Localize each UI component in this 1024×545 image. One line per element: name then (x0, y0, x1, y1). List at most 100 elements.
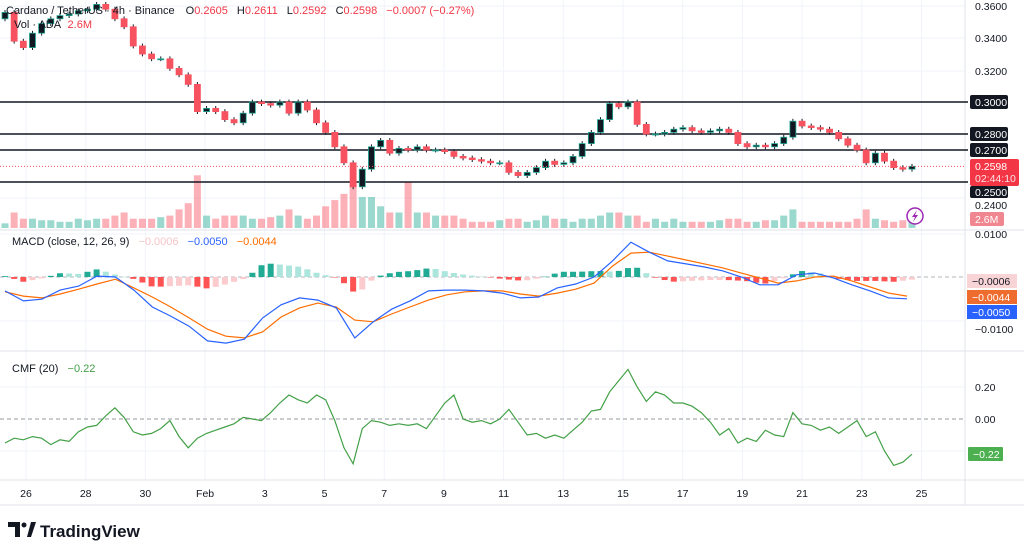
macd-axis[interactable]: 0.0100 −0.0100 −0.0006 −0.0044 −0.0050 (967, 229, 1017, 336)
volume-bar (835, 221, 843, 228)
candle (248, 99, 256, 116)
candle (313, 107, 320, 126)
level-label: 0.3000 (975, 97, 1007, 109)
candle-body (349, 162, 357, 188)
candle (432, 147, 439, 153)
macd-histogram-bar (542, 276, 549, 278)
time-tick: 9 (441, 488, 447, 500)
macd-legend[interactable]: MACD (close, 12, 26, 9) −0.0006 −0.0050 … (12, 236, 277, 248)
candle-body (807, 125, 815, 129)
symbol-title[interactable]: Cardano / TetherUS · 4h · Binance (6, 5, 175, 17)
macd-signal-line (4, 251, 908, 339)
volume-value: 2.6M (68, 19, 92, 31)
candle-body (368, 146, 375, 170)
volume-bar (83, 220, 91, 228)
candle-body (505, 162, 513, 173)
macd-histogram-bar (66, 273, 73, 277)
grid (0, 0, 965, 480)
candle-body (120, 18, 128, 28)
candle-body (688, 127, 696, 132)
candle (908, 163, 916, 172)
candle-body (899, 167, 907, 170)
candle (789, 118, 797, 140)
candle-body (780, 136, 788, 144)
volume-bar (267, 217, 275, 228)
cmf-legend[interactable]: CMF (20) −0.22 (12, 363, 95, 375)
volume-bar (1, 223, 9, 228)
volume-bar (523, 221, 531, 228)
candle (47, 16, 55, 26)
volume-bar (661, 221, 669, 228)
volume-bar (853, 218, 861, 228)
volume-bar (10, 212, 18, 228)
macd-histogram-bar (56, 273, 63, 277)
candle (816, 125, 824, 132)
macd-tick: −0.0100 (975, 324, 1013, 336)
candle-body (157, 58, 165, 61)
candle-body (129, 26, 137, 47)
volume-bar (340, 193, 348, 228)
volume-bar (38, 220, 46, 228)
horizontal-levels[interactable] (0, 101, 968, 183)
candle-body (38, 23, 46, 34)
volume-bar (716, 220, 724, 228)
candle-body (670, 128, 678, 133)
candle (65, 11, 73, 18)
tradingview-logo[interactable]: TradingView (8, 522, 141, 541)
volume-bar (597, 215, 605, 228)
macd-histogram-bar (102, 271, 109, 277)
lightning-icon[interactable] (906, 207, 924, 225)
candle-body (871, 152, 879, 164)
cmf-axis[interactable]: 0.20 0.00 −0.22 (968, 382, 1003, 461)
candle-body (10, 11, 18, 42)
candle-body (725, 128, 733, 133)
volume-bars (1, 175, 916, 228)
volume-bar (203, 215, 211, 228)
price-tick: 0.3200 (975, 66, 1007, 78)
candle (267, 101, 275, 108)
candle (19, 38, 27, 50)
volume-bar (871, 218, 879, 228)
volume-bar (569, 221, 577, 228)
candle (459, 154, 467, 161)
macd-histogram-bar (2, 276, 8, 277)
volume-bar (798, 221, 806, 228)
volume-legend[interactable]: Vol · ADA 2.6M (14, 19, 92, 31)
macd-histogram-bar (350, 277, 357, 292)
candle (633, 99, 641, 127)
macd-histogram-bar (212, 277, 219, 287)
volume-bar (633, 215, 641, 228)
price-tick: 0.3400 (975, 33, 1007, 45)
volume-bar (74, 218, 82, 228)
macd-histogram-bar (771, 277, 778, 281)
low-label: L (287, 5, 293, 17)
symbol-legend[interactable]: Cardano / TetherUS · 4h · Binance O0.260… (6, 5, 474, 17)
candle (642, 122, 650, 137)
level-label: 0.2700 (975, 145, 1007, 157)
volume-bar (221, 215, 229, 228)
volume-bar (367, 197, 375, 228)
candle (807, 123, 815, 130)
low-value: 0.2592 (293, 5, 327, 17)
volume-bar (294, 215, 302, 228)
candle-body (826, 128, 833, 133)
candle-body (340, 146, 348, 164)
time-axis[interactable]: 26 28 30 Feb 3 5 7 9 11 13 15 17 19 21 23 25 (20, 488, 927, 500)
candle (157, 56, 165, 62)
candle-body (423, 146, 430, 151)
candle-body (816, 127, 824, 130)
candle (743, 141, 751, 150)
candle (734, 130, 742, 146)
bar-countdown: 02:44:10 (975, 173, 1016, 185)
volume-bar (212, 218, 220, 228)
candle (881, 150, 888, 164)
price-axis[interactable]: 0.3600 0.3400 0.3200 0.2400 0.3000 0.2800… (970, 1, 1019, 226)
candle-body (19, 40, 27, 49)
candle (542, 158, 549, 170)
candle (1, 10, 9, 22)
volume-bar (395, 212, 403, 228)
volume-bar (175, 209, 183, 228)
candle-body (587, 131, 595, 144)
candle-body (404, 147, 412, 151)
